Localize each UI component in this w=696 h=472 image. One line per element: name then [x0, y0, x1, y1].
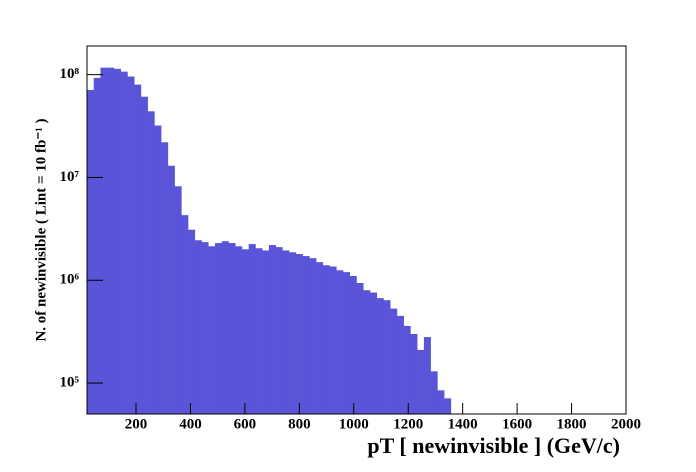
plot-frame-top	[86, 45, 627, 415]
bar	[113, 68, 121, 415]
bar	[235, 246, 243, 414]
bar	[383, 300, 391, 414]
x-tick-label: 800	[288, 416, 311, 432]
bar	[201, 242, 209, 414]
bar	[107, 67, 115, 414]
bar	[349, 275, 357, 414]
x-tick-label: 600	[234, 416, 257, 432]
bar	[437, 390, 445, 414]
bar	[329, 266, 337, 414]
bar	[255, 248, 263, 414]
bar	[215, 243, 223, 414]
x-tick-label: 1200	[393, 416, 423, 432]
bar	[390, 308, 398, 414]
x-tick-label: 1800	[557, 416, 587, 432]
bar	[369, 292, 378, 414]
bar	[147, 111, 155, 414]
bar	[343, 272, 351, 414]
bar	[161, 142, 169, 414]
bar	[309, 258, 317, 414]
y-tick-label: 10⁵	[60, 374, 80, 390]
bar	[423, 337, 431, 414]
bar	[316, 262, 324, 414]
bar	[417, 349, 425, 414]
bar	[410, 334, 418, 414]
bar	[430, 371, 438, 414]
bar	[228, 243, 236, 414]
bar	[403, 325, 411, 414]
bar	[188, 229, 196, 414]
bar	[140, 96, 148, 414]
bar	[100, 67, 108, 414]
bar	[221, 241, 229, 414]
bar	[289, 252, 297, 414]
x-tick-label: 1600	[502, 416, 532, 432]
y-tick-label: 10⁷	[60, 169, 80, 185]
bar	[174, 186, 182, 414]
bar	[208, 246, 216, 414]
x-tick-label: 1000	[339, 416, 369, 432]
bar	[87, 89, 95, 415]
bar	[376, 298, 384, 414]
bar	[268, 245, 276, 414]
y-tick-label: 10⁶	[60, 272, 80, 288]
bar	[322, 265, 330, 414]
x-tick-label: 200	[125, 416, 148, 432]
bar	[444, 398, 452, 414]
bar	[275, 247, 283, 414]
bar	[336, 270, 344, 414]
bar	[181, 215, 189, 414]
bar	[93, 77, 101, 415]
bar	[241, 249, 249, 414]
x-tick-label: 1400	[448, 416, 478, 432]
y-axis-title: N. of newinvisible ( Lint = 10 fb⁻¹ )	[33, 118, 49, 341]
x-tick-label: 2000	[611, 416, 641, 432]
x-tick-label: 400	[179, 416, 202, 432]
bar	[194, 240, 202, 414]
bar	[295, 254, 303, 414]
bar	[302, 256, 310, 414]
bar	[248, 244, 256, 414]
bar	[262, 250, 270, 414]
bar	[127, 76, 135, 414]
bar	[356, 283, 364, 414]
bar	[167, 165, 175, 414]
bar	[396, 315, 404, 414]
bar	[154, 125, 162, 415]
bar	[363, 290, 371, 414]
y-tick-label: 10⁸	[60, 66, 80, 82]
bar	[120, 71, 128, 414]
bar	[282, 250, 290, 414]
bar	[134, 84, 142, 414]
x-axis-title: pT [ newinvisible ] (GeV/c)	[367, 433, 620, 458]
